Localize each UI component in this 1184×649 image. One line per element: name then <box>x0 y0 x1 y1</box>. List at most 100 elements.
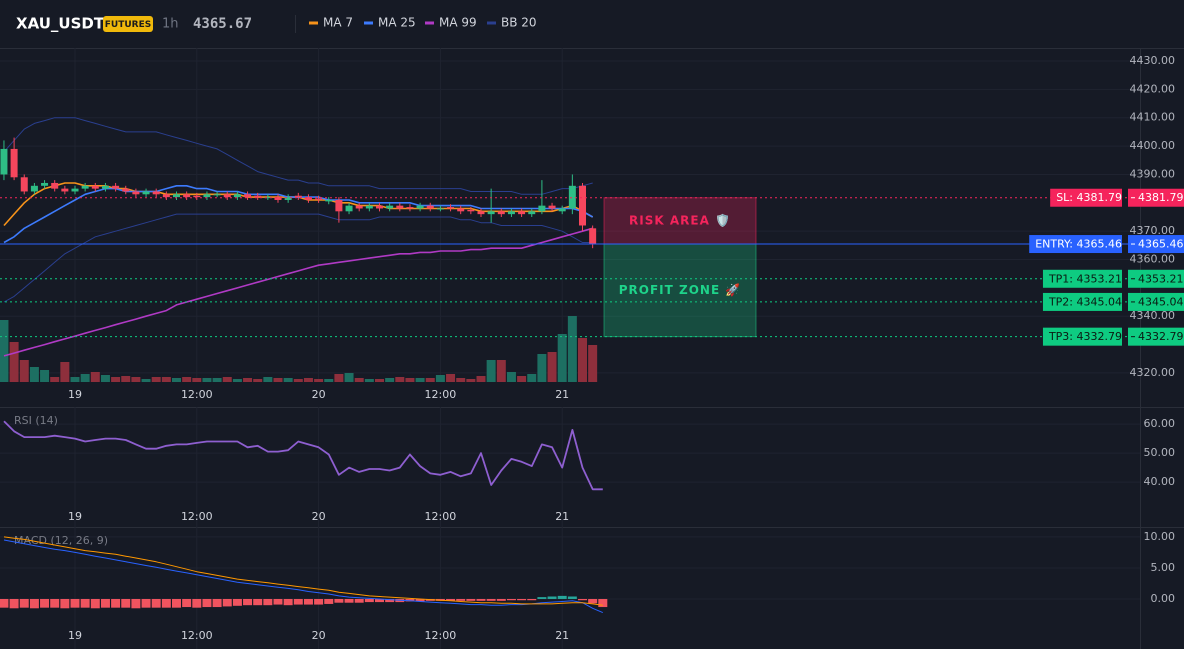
volume-bar <box>131 377 141 382</box>
candle-body <box>122 188 130 192</box>
volume-bar <box>29 367 39 382</box>
level-axis-tag <box>1128 235 1184 254</box>
volume-bar <box>303 378 313 382</box>
volume-bar <box>375 379 384 382</box>
volume-bar <box>222 377 232 382</box>
volume-bar <box>354 378 364 382</box>
histogram-bar <box>111 598 121 608</box>
y-tick-label: 50.00 <box>1144 446 1176 459</box>
bb-lower <box>3 213 593 303</box>
volume-bar <box>385 378 395 382</box>
zone-label: RISK AREA 🛡️ <box>629 213 731 227</box>
zone <box>603 243 757 338</box>
volume-bar <box>121 376 131 382</box>
candle-body <box>406 207 414 209</box>
y-tick-label: 4390.00 <box>1130 167 1176 180</box>
histogram-bar <box>161 598 171 608</box>
histogram-bar <box>537 597 547 599</box>
candle-body <box>335 199 343 212</box>
histogram-bar <box>80 598 90 608</box>
candle-body <box>81 185 89 189</box>
volume-bar <box>253 379 263 382</box>
histogram-bar <box>364 598 374 603</box>
volume-bar <box>446 374 456 382</box>
x-tick-label: 12:00 <box>181 510 213 523</box>
histogram-bar <box>273 598 283 605</box>
histogram-bar <box>314 598 324 605</box>
x-tick-label: 20 <box>312 629 326 642</box>
level-tag <box>1042 269 1122 288</box>
bb-upper <box>3 117 593 195</box>
histogram-bar <box>578 598 587 601</box>
level-label: TP2: 4345.04 <box>1048 295 1122 308</box>
level-axis-tag <box>1128 292 1184 311</box>
volume-bar <box>263 377 273 382</box>
histogram-bar <box>141 598 151 608</box>
volume-bar <box>324 379 334 382</box>
y-tick-label: 4410.00 <box>1130 111 1176 124</box>
candle-body <box>436 208 444 210</box>
histogram-bar <box>0 598 9 608</box>
volume-bar <box>547 352 557 382</box>
histogram-bar <box>446 598 456 601</box>
zone-label: PROFIT ZONE 🚀 <box>619 283 742 297</box>
x-tick-label: 19 <box>68 629 82 642</box>
legend-label: BB 20 <box>501 16 537 30</box>
candle-body <box>487 211 495 215</box>
x-tick-label: 12:00 <box>425 388 457 401</box>
x-tick-label: 21 <box>555 388 569 401</box>
level-axis-label: 4365.46 <box>1138 238 1184 251</box>
candle-body <box>71 188 79 192</box>
y-tick-label: 10.00 <box>1144 530 1176 543</box>
badge-bg <box>103 16 153 32</box>
x-tick-label: 21 <box>555 510 569 523</box>
y-tick-label: 4360.00 <box>1130 253 1176 266</box>
volume-bar <box>273 378 283 382</box>
candle-body <box>274 197 282 200</box>
volume-bar <box>395 377 405 382</box>
histogram-bar <box>19 598 29 608</box>
candle-body <box>447 207 455 209</box>
candle-body <box>30 185 38 192</box>
volume-bar <box>19 360 29 382</box>
histogram-bar <box>598 598 608 608</box>
volume-bar <box>476 376 486 382</box>
level-tag <box>1042 292 1122 311</box>
panel-title: RSI (14) <box>14 414 58 427</box>
level-axis-tag <box>1128 188 1184 207</box>
volume-bar <box>283 378 293 382</box>
candle-body <box>61 188 69 192</box>
y-tick-label: 5.00 <box>1151 561 1176 574</box>
candle-body <box>132 191 140 195</box>
candle-body <box>173 194 180 198</box>
y-tick-label: 4370.00 <box>1130 224 1176 237</box>
volume-bar <box>40 370 50 382</box>
volume-bar <box>151 377 161 382</box>
histogram-bar <box>547 596 557 599</box>
candle-body <box>0 148 8 175</box>
y-tick-label: 4320.00 <box>1130 366 1176 379</box>
candle-body <box>528 211 536 215</box>
candle-body <box>386 205 394 209</box>
candle-body <box>325 199 333 202</box>
histogram-bar <box>476 598 486 601</box>
volume-bar <box>344 373 354 382</box>
histogram-bar <box>263 598 273 606</box>
histogram-bar <box>100 598 110 608</box>
histogram-bar <box>172 598 181 608</box>
candle-body <box>41 182 49 186</box>
candle-body <box>416 205 424 209</box>
candle-body <box>345 205 353 212</box>
candle-body <box>457 208 465 212</box>
candle-body <box>538 205 546 212</box>
histogram-bar <box>557 595 567 599</box>
level-axis-label: 4345.04 <box>1138 295 1184 308</box>
histogram-bar <box>40 598 50 608</box>
candle-body <box>284 197 292 200</box>
candle-body <box>112 185 120 189</box>
histogram-bar <box>29 598 39 609</box>
candle-body <box>10 148 18 178</box>
volume-bar <box>527 374 537 382</box>
